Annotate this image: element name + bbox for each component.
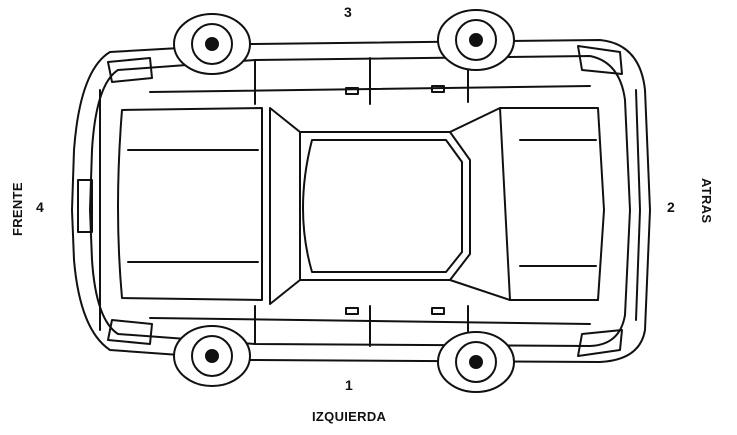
front-light-bottom xyxy=(107,319,153,345)
wheel-rear-top xyxy=(437,9,515,71)
wheel-rear-bottom xyxy=(437,331,515,393)
rear-window xyxy=(449,107,511,301)
door-handle-top-2 xyxy=(431,85,445,93)
roof-outer xyxy=(299,131,471,281)
front-light-top xyxy=(107,57,153,83)
door-handle-bottom-2 xyxy=(431,307,445,315)
car-body-inner-outline xyxy=(89,55,631,347)
rear-light-top xyxy=(577,45,623,75)
label-izquierda: IZQUIERDA xyxy=(312,409,387,424)
rear-bumper xyxy=(635,89,641,321)
trunk xyxy=(499,107,605,301)
roof-inner xyxy=(302,139,463,273)
car-body-outline xyxy=(71,39,651,363)
side-number-top: 3 xyxy=(344,4,352,20)
rear-light-bottom xyxy=(577,329,623,357)
wheel-front-bottom xyxy=(173,325,251,387)
hood xyxy=(117,107,263,301)
front-plate xyxy=(77,179,93,233)
door-handle-top-1 xyxy=(345,87,359,95)
side-number-right: 2 xyxy=(667,199,675,215)
side-number-left: 4 xyxy=(36,199,44,215)
windshield xyxy=(269,107,301,305)
side-number-bottom: 1 xyxy=(345,377,353,393)
door-handle-bottom-1 xyxy=(345,307,359,315)
wheel-front-top xyxy=(173,13,251,75)
